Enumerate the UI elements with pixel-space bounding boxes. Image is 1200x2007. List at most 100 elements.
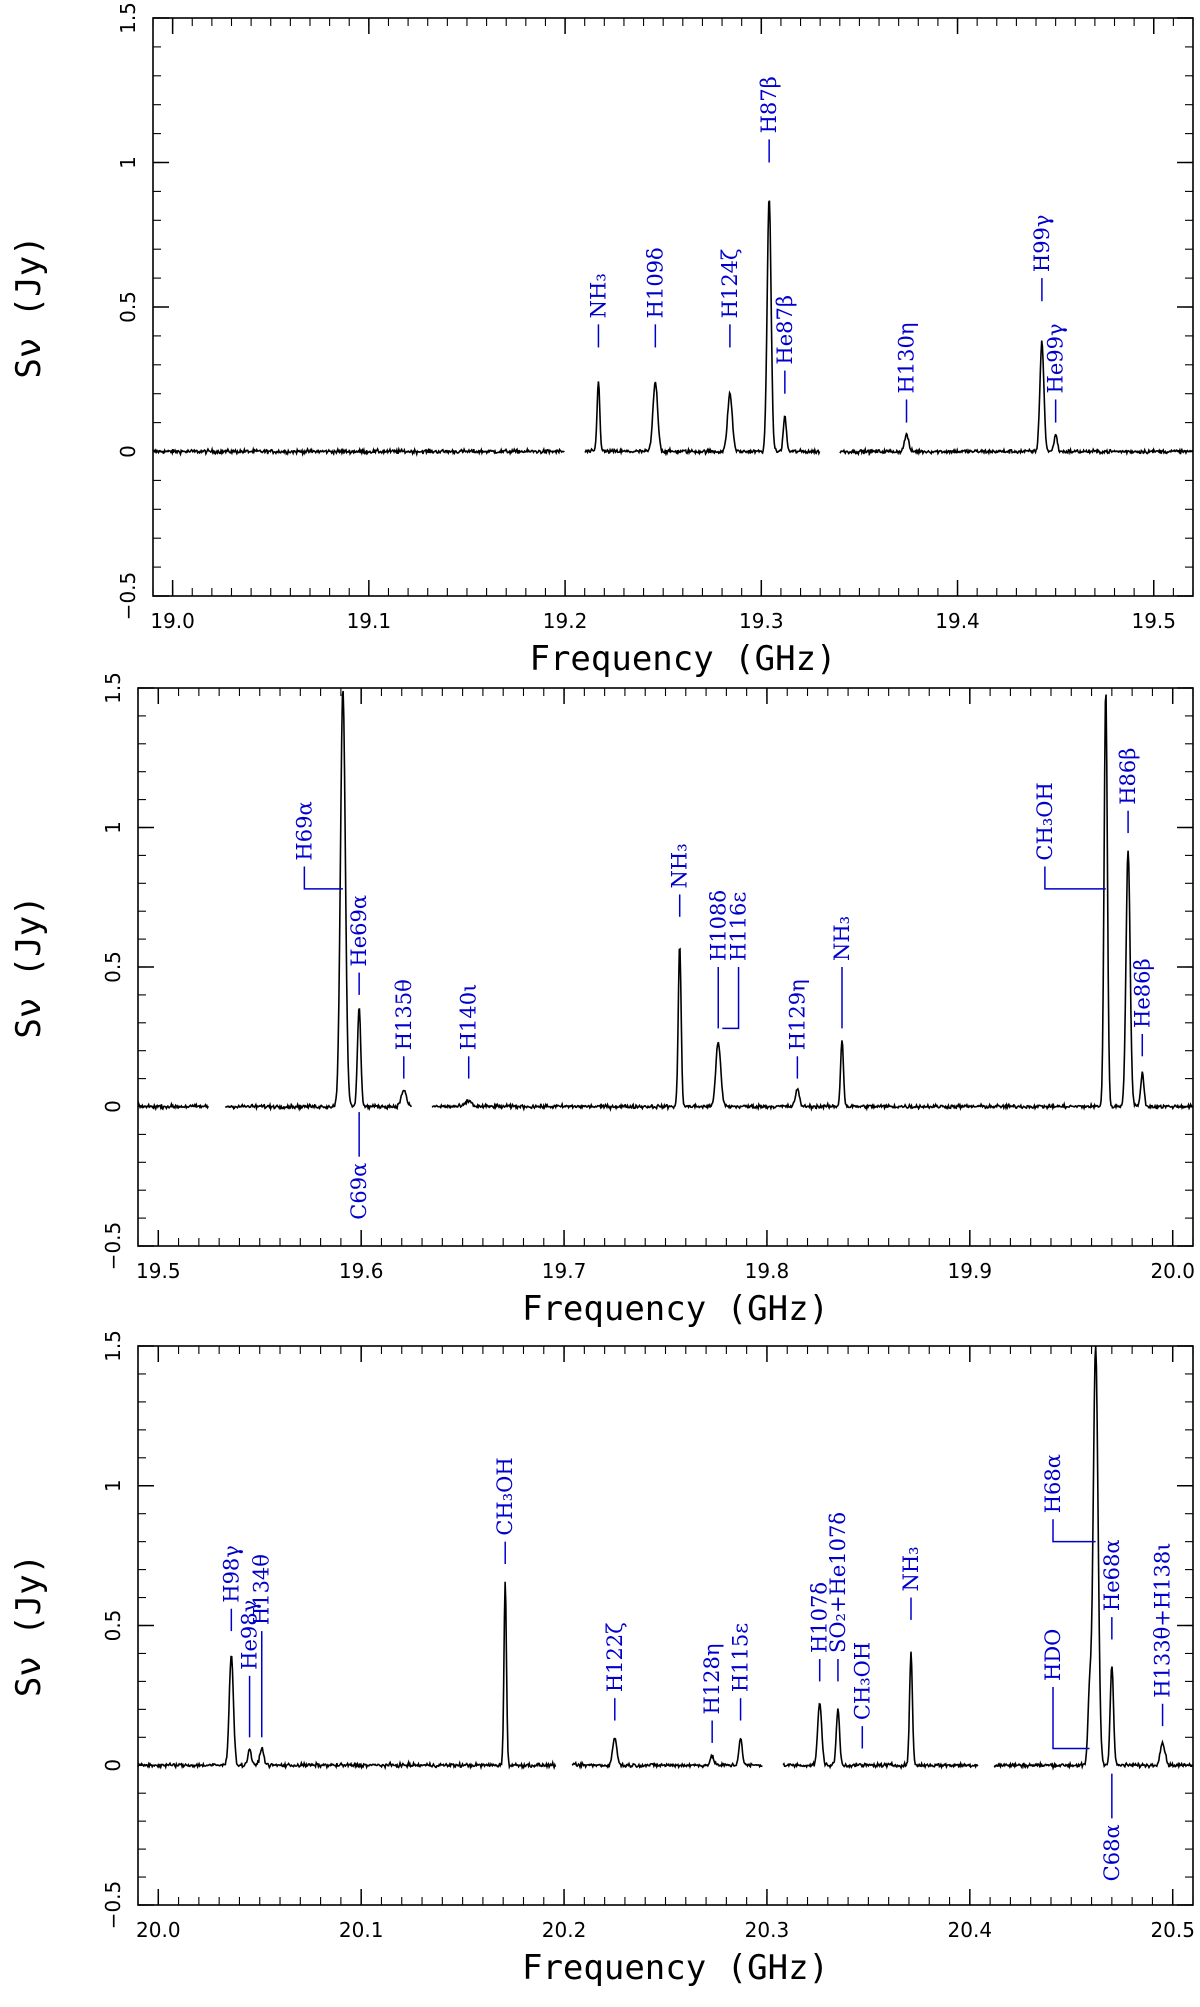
line-annotation: H108δ xyxy=(706,890,730,1029)
x-tick-label: 19.5 xyxy=(136,1259,181,1283)
line-annotation: NH₃ xyxy=(830,916,854,1029)
y-tick-label: 0.5 xyxy=(101,951,125,983)
x-tick-label: 19.0 xyxy=(150,609,195,633)
x-tick-label: 19.6 xyxy=(339,1259,384,1283)
line-label: H108δ xyxy=(706,890,730,961)
line-label: H129η xyxy=(785,979,809,1050)
x-tick-label: 19.4 xyxy=(935,609,980,633)
spectrum-trace-segment xyxy=(782,1651,979,1770)
line-annotation: He68α xyxy=(1100,1539,1124,1640)
line-label: H99γ xyxy=(1030,215,1054,273)
line-annotation: H109δ xyxy=(643,247,667,348)
line-annotation: H124ζ xyxy=(718,249,742,348)
spectrum-trace-segment xyxy=(152,446,565,458)
y-axis-title: Sν (Jy) xyxy=(9,1554,49,1697)
line-label: C68α xyxy=(1100,1824,1124,1881)
line-label: C69α xyxy=(347,1163,371,1220)
annotation-leader xyxy=(303,866,343,890)
y-axis-title: Sν (Jy) xyxy=(9,895,49,1038)
x-tick-label: 19.3 xyxy=(739,609,784,633)
line-annotation: H140ι xyxy=(457,984,481,1079)
x-axis-title: Frequency (GHz) xyxy=(522,1948,829,1988)
line-annotation: H128η xyxy=(700,1644,724,1743)
line-label: H87β xyxy=(757,76,781,133)
y-tick-label: −0.5 xyxy=(101,1222,125,1271)
line-label: H130η xyxy=(895,322,919,393)
x-tick-label: 20.1 xyxy=(339,1918,384,1942)
line-label: H140ι xyxy=(457,984,481,1051)
annotation-leader xyxy=(1052,1686,1090,1750)
y-tick-label: 0.5 xyxy=(116,291,140,323)
line-annotation: NH₃ xyxy=(586,273,610,348)
y-tick-label: −0.5 xyxy=(101,1881,125,1930)
x-tick-label: 19.9 xyxy=(948,1259,993,1283)
line-label: H116ε xyxy=(727,892,751,961)
y-axis-title: Sν (Jy) xyxy=(9,235,49,378)
spectrum-trace-segment xyxy=(225,690,413,1112)
line-label: H68α xyxy=(1041,1454,1065,1513)
spectrum-panel-3: 20.0 20.1 20.2 20.3 20.4 20.5 −0.5 0 0.5 1 1.5 Freq… xyxy=(9,1330,1195,1988)
line-annotation: H87β xyxy=(757,76,781,163)
y-tick-label: 1.5 xyxy=(116,2,140,34)
line-label: H69α xyxy=(292,801,316,860)
x-tick-label: 19.5 xyxy=(1131,609,1176,633)
line-label: H107δ xyxy=(808,1582,832,1653)
x-tick-label: 20.3 xyxy=(745,1918,790,1942)
line-label: H134θ xyxy=(250,1554,274,1625)
line-label: He86β xyxy=(1130,958,1154,1028)
line-annotation: H68α xyxy=(1041,1454,1096,1543)
line-label: H128η xyxy=(700,1644,724,1715)
line-label: NH₃ xyxy=(830,916,854,961)
line-label: He68α xyxy=(1100,1539,1124,1611)
line-annotation: H134θ xyxy=(250,1554,274,1738)
line-annotation: H98γ xyxy=(219,1545,243,1632)
line-label: H86β xyxy=(1116,748,1140,805)
x-tick-label: 20.0 xyxy=(1150,1259,1195,1283)
y-tick-label: 0 xyxy=(101,1759,125,1772)
line-label: H115ε xyxy=(729,1623,753,1692)
line-annotation: H122ζ xyxy=(603,1622,627,1721)
plot-frame xyxy=(152,17,1194,597)
line-annotation: H116ε xyxy=(722,892,751,1030)
x-tick-label: 19.2 xyxy=(543,609,588,633)
line-annotation: NH₃ xyxy=(668,843,692,917)
x-tick-label: 20.5 xyxy=(1150,1918,1195,1942)
y-tick-label: 1 xyxy=(101,821,125,834)
spectrum-panel-1: 19.0 19.1 19.2 19.3 19.4 19.5 −0.5 0 0.5 1 1.5 Freq… xyxy=(9,2,1194,679)
x-tick-label: 19.7 xyxy=(542,1259,587,1283)
line-label: He98γ xyxy=(238,1600,262,1670)
annotation-leader xyxy=(722,967,740,1030)
x-tick-label: 20.4 xyxy=(948,1918,993,1942)
line-label: NH₃ xyxy=(586,273,610,318)
line-label: H133θ+H138ι xyxy=(1151,1542,1175,1697)
line-annotation: H115ε xyxy=(729,1623,753,1721)
line-label: H122ζ xyxy=(603,1622,627,1692)
line-annotation: He69α xyxy=(347,895,371,995)
line-label: He99γ xyxy=(1044,323,1068,393)
line-annotation: H99γ xyxy=(1030,215,1054,302)
line-annotation: He86β xyxy=(1130,958,1154,1057)
line-label: H135θ xyxy=(392,979,416,1050)
line-annotation: He99γ xyxy=(1044,323,1068,423)
line-annotation: H107δ xyxy=(808,1582,832,1682)
x-axis-title: Frequency (GHz) xyxy=(529,639,836,679)
x-axis-title: Frequency (GHz) xyxy=(522,1289,829,1329)
y-tick-label: 1.5 xyxy=(101,672,125,704)
line-annotation: NH₃ xyxy=(899,1546,923,1620)
line-label: NH₃ xyxy=(899,1546,923,1591)
line-label: CH₃OH xyxy=(850,1642,874,1720)
x-tick-label: 20.2 xyxy=(542,1918,587,1942)
line-label: HDO xyxy=(1041,1629,1065,1681)
line-annotation: SO₂+He107δ xyxy=(826,1512,850,1682)
line-annotation: CH₃OH xyxy=(1033,782,1106,890)
plot-frame xyxy=(137,1345,1194,1906)
y-tick-label: 1.5 xyxy=(101,1330,125,1362)
y-tick-label: 1 xyxy=(101,1479,125,1492)
line-annotation: CH₃OH xyxy=(850,1642,874,1749)
line-annotation: HDO xyxy=(1041,1629,1090,1750)
line-label: He69α xyxy=(347,895,371,967)
line-label: NH₃ xyxy=(668,843,692,888)
spectrum-panel-2: 19.5 19.6 19.7 19.8 19.9 20.0 −0.5 0 0.5 1 1.5 Freq… xyxy=(9,672,1195,1329)
line-annotation: He98γ xyxy=(238,1600,262,1738)
line-label: H109δ xyxy=(643,247,667,318)
